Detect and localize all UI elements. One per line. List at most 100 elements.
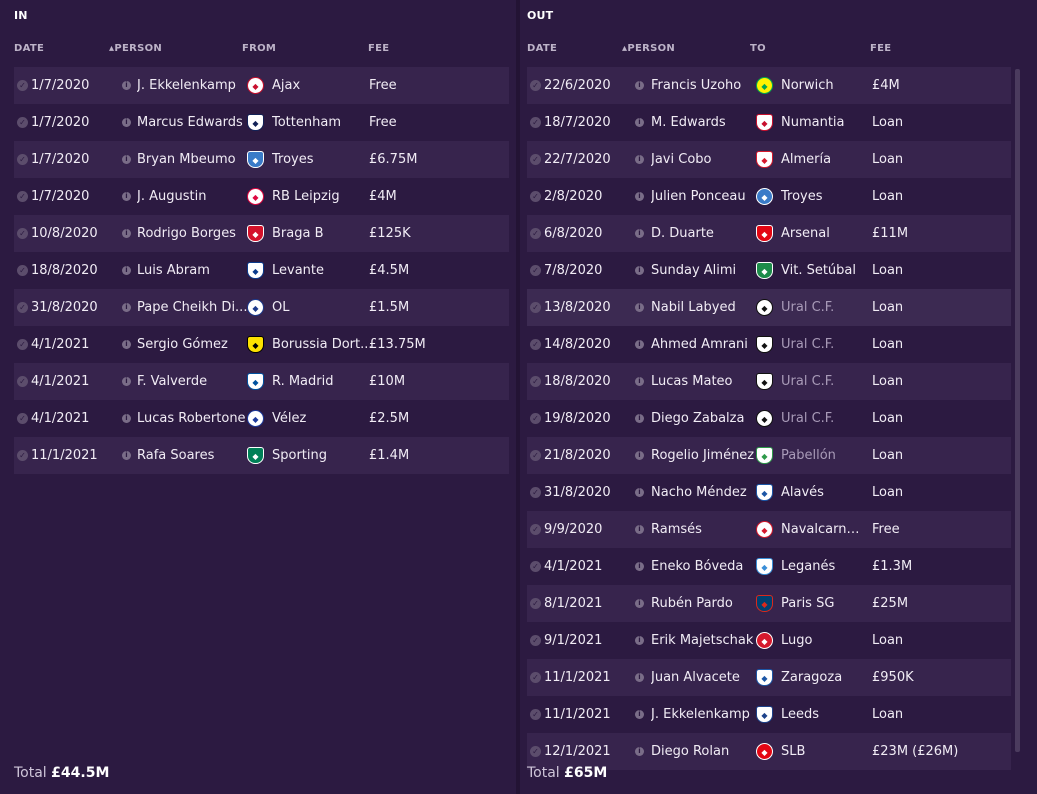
info-icon[interactable]: i (635, 747, 644, 756)
player-name-link[interactable]: Diego Zabalza (651, 411, 745, 426)
info-icon[interactable]: i (635, 525, 644, 534)
player-name-link[interactable]: Francis Uzoho (651, 78, 742, 93)
info-icon[interactable]: i (635, 451, 644, 460)
player-name-link[interactable]: Rubén Pardo (651, 596, 733, 611)
table-row[interactable]: ✓ 10/8/2020 i Rodrigo Borges ◆ Braga B £125K (14, 215, 509, 252)
info-icon[interactable]: i (635, 303, 644, 312)
table-row[interactable]: ✓ 11/1/2021 i J. Ekkelenkamp ◆ Leeds Loan (527, 696, 1011, 733)
info-icon[interactable]: i (122, 155, 131, 164)
table-row[interactable]: ✓ 21/8/2020 i Rogelio Jiménez ◆ Pabellón Loan (527, 437, 1011, 474)
player-name-link[interactable]: M. Edwards (651, 115, 726, 130)
info-icon[interactable]: i (122, 414, 131, 423)
info-icon[interactable]: i (635, 710, 644, 719)
club-name-link[interactable]: Norwich (781, 78, 834, 93)
table-row[interactable]: ✓ 13/8/2020 i Nabil Labyed ◆ Ural C.F. Loan (527, 289, 1011, 326)
player-name-link[interactable]: Nabil Labyed (651, 300, 736, 315)
player-name-link[interactable]: Sunday Alimi (651, 263, 737, 278)
table-row[interactable]: ✓ 31/8/2020 i Nacho Méndez ◆ Alavés Loan (527, 474, 1011, 511)
table-row[interactable]: ✓ 11/1/2021 i Rafa Soares ◆ Sporting £1.4M (14, 437, 509, 474)
club-name-link[interactable]: Ural C.F. (781, 337, 835, 352)
column-header-from[interactable]: FROM (242, 43, 277, 54)
player-name-link[interactable]: Marcus Edwards (137, 115, 243, 130)
info-icon[interactable]: i (635, 229, 644, 238)
club-name-link[interactable]: Ural C.F. (781, 374, 835, 389)
table-row[interactable]: ✓ 8/1/2021 i Rubén Pardo ◆ Paris SG £25M (527, 585, 1011, 622)
table-row[interactable]: ✓ 4/1/2021 i Eneko Bóveda ◆ Leganés £1.3M (527, 548, 1011, 585)
player-name-link[interactable]: Juan Alvacete (651, 670, 740, 685)
club-name-link[interactable]: Lugo (781, 633, 813, 648)
table-row[interactable]: ✓ 2/8/2020 i Julien Ponceau ◆ Troyes Loan (527, 178, 1011, 215)
club-name-link[interactable]: Pabellón (781, 448, 836, 463)
player-name-link[interactable]: Lucas Mateo (651, 374, 733, 389)
scrollbar[interactable] (1015, 69, 1020, 752)
table-row[interactable]: ✓ 4/1/2021 i F. Valverde ◆ R. Madrid £10M (14, 363, 509, 400)
club-name-link[interactable]: Zaragoza (781, 670, 843, 685)
player-name-link[interactable]: Julien Ponceau (651, 189, 746, 204)
info-icon[interactable]: i (635, 155, 644, 164)
table-row[interactable]: ✓ 19/8/2020 i Diego Zabalza ◆ Ural C.F. Loan (527, 400, 1011, 437)
column-header-to[interactable]: TO (750, 43, 766, 54)
player-name-link[interactable]: Pape Cheikh Di... (137, 300, 248, 315)
info-icon[interactable]: i (635, 599, 644, 608)
club-name-link[interactable]: Troyes (781, 189, 823, 204)
table-row[interactable]: ✓ 4/1/2021 i Sergio Gómez ◆ Borussia Dort... £… (14, 326, 509, 363)
club-name-link[interactable]: OL (272, 300, 290, 315)
table-row[interactable]: ✓ 31/8/2020 i Pape Cheikh Di... ◆ OL £1.5M (14, 289, 509, 326)
club-name-link[interactable]: Leeds (781, 707, 820, 722)
club-name-link[interactable]: Navalcarnero (781, 522, 861, 537)
player-name-link[interactable]: J. Ekkelenkamp (651, 707, 750, 722)
table-row[interactable]: ✓ 9/9/2020 i Ramsés ◆ Navalcarnero Free (527, 511, 1011, 548)
club-name-link[interactable]: Numantia (781, 115, 845, 130)
column-header-date[interactable]: DATE (14, 43, 45, 54)
info-icon[interactable]: i (635, 192, 644, 201)
player-name-link[interactable]: Ramsés (651, 522, 702, 537)
table-row[interactable]: ✓ 12/1/2021 i Diego Rolan ◆ SLB £23M (£26M) (527, 733, 1011, 770)
player-name-link[interactable]: Ahmed Amrani (651, 337, 748, 352)
info-icon[interactable]: i (122, 118, 131, 127)
player-name-link[interactable]: Diego Rolan (651, 744, 730, 759)
column-header-person[interactable]: ▴PERSON (622, 43, 676, 54)
table-row[interactable]: ✓ 1/7/2020 i J. Augustin ◆ RB Leipzig £4M (14, 178, 509, 215)
table-row[interactable]: ✓ 6/8/2020 i D. Duarte ◆ Arsenal £11M (527, 215, 1011, 252)
info-icon[interactable]: i (635, 562, 644, 571)
column-header-fee[interactable]: FEE (368, 43, 390, 54)
info-icon[interactable]: i (122, 303, 131, 312)
player-name-link[interactable]: Nacho Méndez (651, 485, 747, 500)
club-name-link[interactable]: Alavés (781, 485, 824, 500)
table-row[interactable]: ✓ 22/6/2020 i Francis Uzoho ◆ Norwich £4M (527, 67, 1011, 104)
club-name-link[interactable]: SLB (781, 744, 806, 759)
table-row[interactable]: ✓ 7/8/2020 i Sunday Alimi ◆ Vit. Setúbal Loan (527, 252, 1011, 289)
info-icon[interactable]: i (635, 414, 644, 423)
table-row[interactable]: ✓ 22/7/2020 i Javi Cobo ◆ Almería Loan (527, 141, 1011, 178)
column-header-fee[interactable]: FEE (870, 43, 892, 54)
info-icon[interactable]: i (635, 81, 644, 90)
player-name-link[interactable]: D. Duarte (651, 226, 714, 241)
club-name-link[interactable]: Troyes (272, 152, 314, 167)
info-icon[interactable]: i (122, 81, 131, 90)
player-name-link[interactable]: Sergio Gómez (137, 337, 228, 352)
table-row[interactable]: ✓ 18/7/2020 i M. Edwards ◆ Numantia Loan (527, 104, 1011, 141)
club-name-link[interactable]: RB Leipzig (272, 189, 340, 204)
table-row[interactable]: ✓ 9/1/2021 i Erik Majetschak ◆ Lugo Loan (527, 622, 1011, 659)
club-name-link[interactable]: Borussia Dort... (272, 337, 373, 352)
table-row[interactable]: ✓ 11/1/2021 i Juan Alvacete ◆ Zaragoza £950K (527, 659, 1011, 696)
club-name-link[interactable]: Sporting (272, 448, 328, 463)
player-name-link[interactable]: Erik Majetschak (651, 633, 754, 648)
club-name-link[interactable]: Leganés (781, 559, 836, 574)
player-name-link[interactable]: J. Ekkelenkamp (137, 78, 236, 93)
club-name-link[interactable]: Ural C.F. (781, 411, 835, 426)
club-name-link[interactable]: Levante (272, 263, 325, 278)
player-name-link[interactable]: Eneko Bóveda (651, 559, 744, 574)
player-name-link[interactable]: Lucas Robertone (137, 411, 246, 426)
player-name-link[interactable]: Luis Abram (137, 263, 210, 278)
player-name-link[interactable]: Rafa Soares (137, 448, 215, 463)
club-name-link[interactable]: Ajax (272, 78, 301, 93)
info-icon[interactable]: i (122, 192, 131, 201)
club-name-link[interactable]: Ural C.F. (781, 300, 835, 315)
player-name-link[interactable]: Javi Cobo (651, 152, 712, 167)
club-name-link[interactable]: Vélez (272, 411, 307, 426)
info-icon[interactable]: i (122, 340, 131, 349)
player-name-link[interactable]: F. Valverde (137, 374, 208, 389)
table-row[interactable]: ✓ 14/8/2020 i Ahmed Amrani ◆ Ural C.F. Loan (527, 326, 1011, 363)
info-icon[interactable]: i (122, 229, 131, 238)
